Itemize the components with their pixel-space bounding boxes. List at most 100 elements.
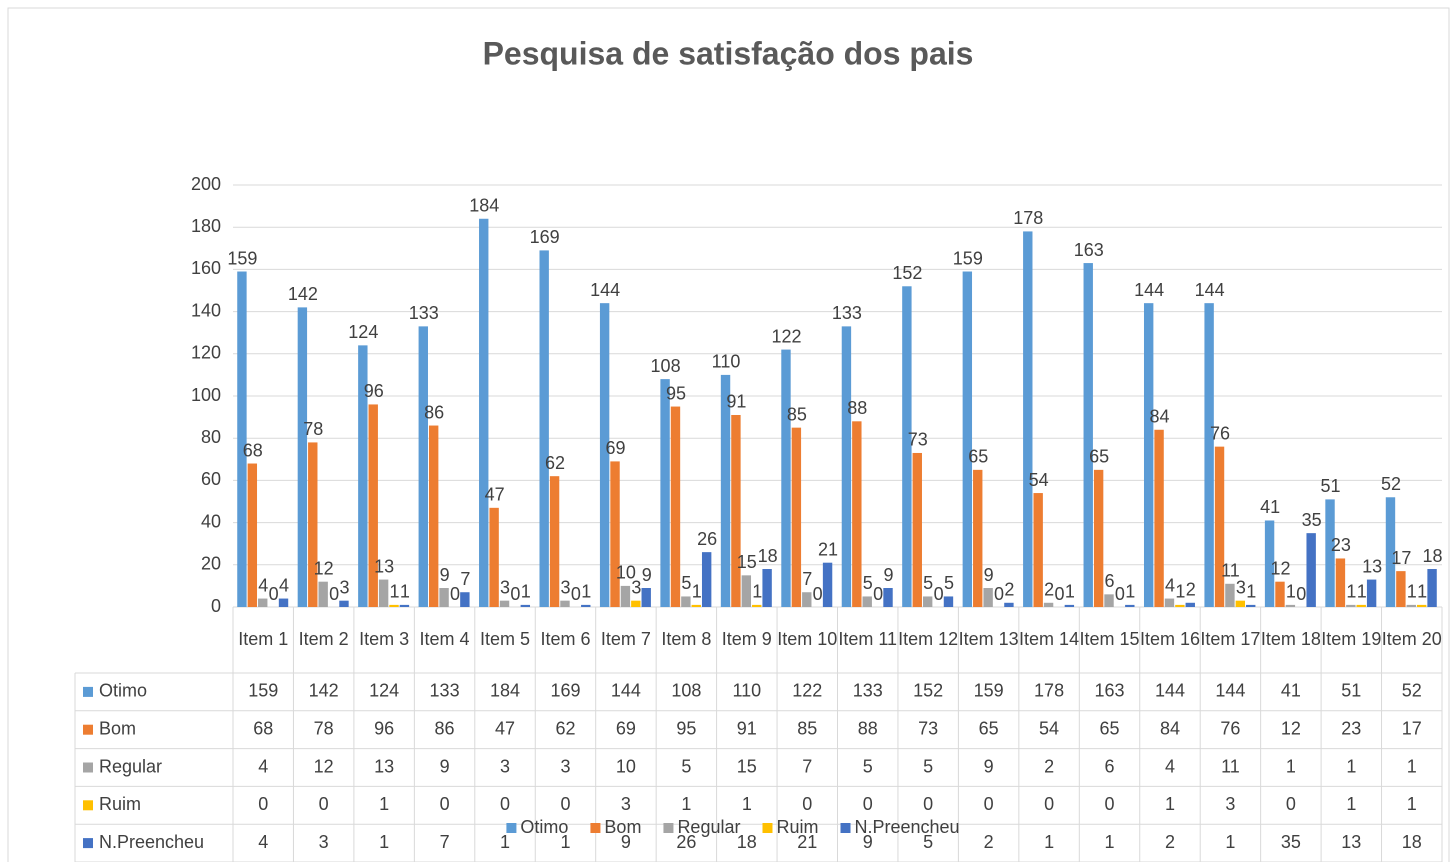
- table-cell: 0: [802, 794, 812, 814]
- data-label: 4: [1165, 575, 1175, 595]
- table-cell: 13: [374, 756, 394, 776]
- bar: [962, 271, 973, 607]
- bar: [560, 600, 570, 607]
- table-cell: 5: [681, 756, 691, 776]
- bar: [1023, 231, 1033, 608]
- data-label: 65: [968, 447, 988, 467]
- table-cell: 12: [1281, 718, 1301, 738]
- table-cell: 133: [853, 681, 883, 701]
- table-cell: 88: [858, 718, 878, 738]
- bar: [1356, 604, 1366, 607]
- bar: [1335, 558, 1346, 607]
- x-tick-label: Item 19: [1321, 629, 1381, 649]
- data-label: 133: [832, 303, 862, 323]
- table-cell: 69: [616, 718, 636, 738]
- table-cell: 184: [490, 681, 520, 701]
- table-key: [83, 838, 93, 849]
- data-label: 13: [374, 556, 394, 576]
- y-tick-label: 100: [191, 385, 221, 405]
- table-cell: 85: [797, 718, 817, 738]
- y-tick-label: 140: [191, 300, 221, 320]
- table-cell: 95: [676, 718, 696, 738]
- data-label: 108: [651, 356, 681, 376]
- bar: [862, 596, 872, 607]
- table-cell: 133: [430, 681, 460, 701]
- y-tick-label: 20: [201, 554, 221, 574]
- data-label: 69: [606, 438, 626, 458]
- data-label: 7: [460, 569, 470, 589]
- data-label: 0: [329, 584, 339, 604]
- table-cell: 1: [379, 794, 389, 814]
- table-cell: 18: [1402, 832, 1422, 852]
- legend-label: Otimo: [520, 817, 568, 837]
- bar: [973, 469, 983, 607]
- bar: [610, 461, 620, 607]
- legend-label: N.Preencheu: [855, 817, 960, 837]
- x-tick-label: Item 2: [299, 629, 349, 649]
- data-label: 11: [1221, 561, 1240, 581]
- data-label: 124: [348, 322, 378, 342]
- bar: [1125, 604, 1135, 607]
- bar: [1396, 571, 1406, 607]
- data-label: 3: [339, 577, 349, 597]
- x-tick-label: Item 11: [838, 629, 897, 649]
- x-tick-label: Item 9: [722, 629, 772, 649]
- table-cell: 0: [863, 794, 873, 814]
- table-cell: 110: [732, 681, 761, 701]
- data-label: 7: [802, 569, 812, 589]
- data-label: 1: [1125, 582, 1135, 602]
- table-row-label: Bom: [99, 718, 136, 738]
- data-label: 0: [1296, 584, 1306, 604]
- bar: [1033, 493, 1043, 607]
- x-tick-label: Item 1: [238, 629, 288, 649]
- table-cell: 1: [1346, 756, 1356, 776]
- data-label: 95: [666, 383, 686, 403]
- table-key: [83, 800, 93, 811]
- data-label: 0: [994, 584, 1004, 604]
- table-cell: 178: [1034, 681, 1064, 701]
- table-cell: 35: [1281, 832, 1301, 852]
- data-label: 3: [1236, 577, 1246, 597]
- data-label: 1: [1175, 582, 1185, 602]
- x-tick-label: Item 20: [1382, 629, 1442, 649]
- table-cell: 0: [1044, 794, 1054, 814]
- table-cell: 1: [1044, 832, 1054, 852]
- data-label: 3: [500, 577, 510, 597]
- table-cell: 3: [1225, 794, 1235, 814]
- bar: [549, 476, 560, 607]
- data-label: 0: [934, 584, 944, 604]
- table-cell: 9: [621, 832, 631, 852]
- bar: [631, 600, 641, 607]
- data-label: 1: [1346, 582, 1356, 602]
- bar: [378, 579, 389, 607]
- table-cell: 51: [1341, 681, 1361, 701]
- bar: [428, 425, 439, 607]
- data-label: 35: [1302, 510, 1322, 530]
- data-label: 13: [1362, 556, 1382, 576]
- bar: [439, 588, 449, 607]
- x-tick-label: Item 5: [480, 629, 530, 649]
- bar: [297, 307, 308, 607]
- table-row-label: Regular: [99, 756, 162, 776]
- data-label: 51: [1321, 476, 1341, 496]
- bar: [912, 452, 922, 607]
- data-label: 1: [1417, 582, 1427, 602]
- bar: [479, 218, 489, 607]
- table-cell: 1: [379, 832, 389, 852]
- data-label: 1: [521, 582, 531, 602]
- bar: [670, 406, 681, 607]
- table-cell: 7: [802, 756, 812, 776]
- table-cell: 2: [1044, 756, 1054, 776]
- bar: [489, 507, 499, 607]
- data-label: 2: [1186, 580, 1196, 600]
- bar: [1043, 602, 1054, 607]
- x-tick-label: Item 14: [1019, 629, 1079, 649]
- data-label: 76: [1210, 423, 1230, 443]
- bar: [460, 592, 470, 607]
- data-label: 159: [953, 248, 983, 268]
- table-cell: 0: [560, 794, 570, 814]
- data-label: 1: [1286, 582, 1296, 602]
- table-cell: 1: [681, 794, 691, 814]
